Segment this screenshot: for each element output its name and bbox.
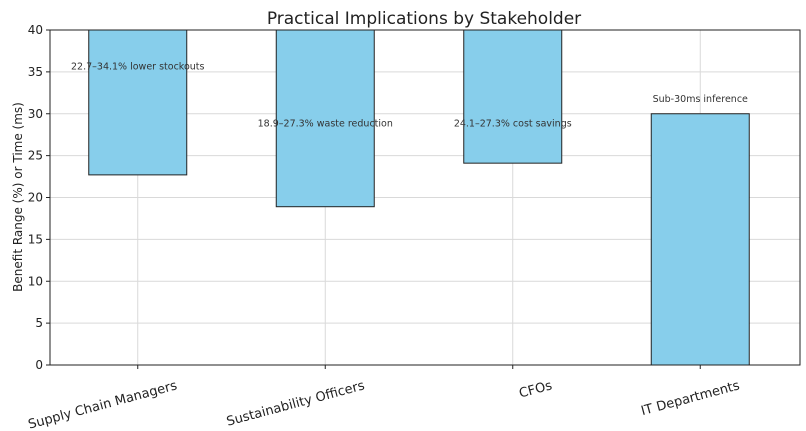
y-axis-label: Benefit Range (%) or Time (ms) — [11, 102, 25, 292]
y-tick-label: 15 — [28, 232, 43, 246]
x-tick-label: Supply Chain Managers — [27, 378, 179, 431]
y-tick-label: 40 — [28, 23, 43, 37]
annotation: 24.1–27.3% cost savings — [454, 118, 572, 129]
y-tick-label: 5 — [35, 316, 43, 330]
x-tick-label: Sustainability Officers — [225, 378, 366, 429]
annotation: 22.7–34.1% lower stockouts — [71, 61, 205, 72]
chart-title: Practical Implications by Stakeholder — [267, 9, 581, 29]
y-tick-label: 20 — [28, 191, 43, 205]
y-tick-label: 30 — [28, 107, 43, 121]
bars — [88, 29, 750, 366]
bar — [275, 29, 375, 208]
y-tick-label: 0 — [35, 358, 43, 372]
bar — [463, 29, 563, 164]
annotation: Sub-30ms inference — [653, 94, 748, 105]
bar — [88, 29, 188, 176]
y-tick-label: 10 — [28, 274, 43, 288]
x-tick-label: CFOs — [517, 378, 554, 401]
annotation: 18.9–27.3% waste reduction — [258, 118, 393, 129]
annotations: 22.7–34.1% lower stockouts 18.9–27.3% was… — [71, 61, 748, 129]
y-tick-label: 35 — [28, 65, 43, 79]
y-tick-label: 25 — [28, 149, 43, 163]
bar — [650, 113, 750, 366]
x-tick-label: IT Departments — [639, 378, 741, 419]
